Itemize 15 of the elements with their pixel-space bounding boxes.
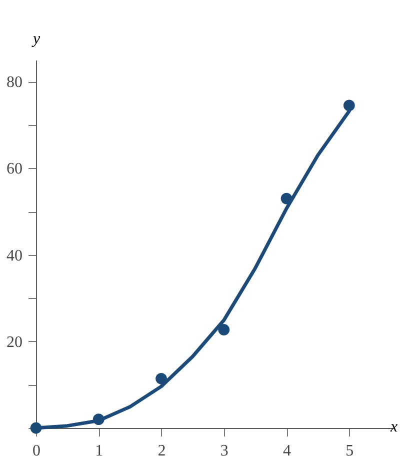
point: [156, 372, 167, 384]
point: [343, 100, 355, 112]
x-tick-label: 5: [346, 442, 354, 460]
x-axis-title: x: [390, 418, 398, 436]
x-tick-label: 4: [283, 442, 292, 460]
y-tick-label: 20: [6, 334, 22, 351]
x-tick-label: 3: [220, 442, 228, 460]
point: [218, 324, 230, 336]
y-tick-label: 40: [6, 247, 22, 264]
y-tick-label: 80: [6, 74, 22, 92]
x-tick-label: 1: [95, 442, 104, 460]
x-tick-label: 0: [32, 442, 40, 460]
y-axis-title: y: [30, 30, 41, 48]
y-tick-label: 60: [6, 160, 22, 178]
x-tick-label: 2: [158, 442, 166, 460]
